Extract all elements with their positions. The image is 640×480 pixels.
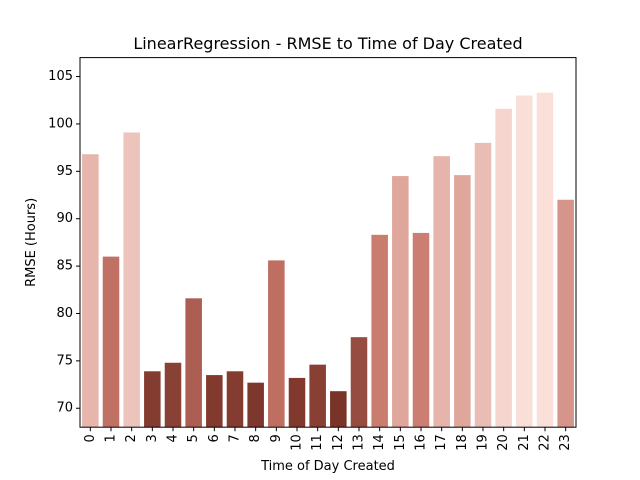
x-tick-label: 7	[228, 434, 243, 442]
bar-18	[454, 175, 471, 428]
x-tick-label: 22	[538, 434, 553, 451]
y-tick-label: 75	[56, 353, 73, 368]
y-tick-label: 70	[56, 401, 73, 416]
x-tick-label: 13	[352, 434, 367, 451]
x-tick-label: 20	[496, 434, 511, 451]
bar-14	[371, 234, 388, 428]
x-axis-label: Time of Day Created	[260, 459, 395, 474]
y-tick-label: 90	[56, 211, 73, 226]
bar-6	[206, 375, 223, 428]
plot-frame	[79, 57, 577, 428]
bar-20	[495, 108, 512, 428]
bar-15	[392, 176, 409, 428]
bar-11	[309, 364, 326, 428]
x-tick-label: 16	[414, 434, 429, 451]
bar-3	[144, 371, 161, 428]
bar-9	[268, 260, 285, 428]
x-tick-label: 6	[207, 434, 222, 442]
x-tick-label: 2	[124, 434, 139, 442]
y-axis-label: RMSE (Hours)	[24, 198, 39, 287]
x-tick-label: 23	[558, 434, 573, 451]
x-tick-label: 9	[269, 434, 284, 442]
bar-2	[123, 132, 140, 428]
x-tick-label: 8	[248, 434, 263, 442]
y-tick-label: 100	[48, 116, 73, 131]
bar-10	[288, 377, 306, 428]
x-axis: 0 1 2 3 4 5 6 7 8 9 10 11 12 13 14 15 16 17 18 19 20 21 22 23	[83, 427, 573, 451]
bar-5	[185, 298, 202, 428]
x-tick-label: 12	[331, 434, 346, 451]
bar-22	[536, 92, 554, 428]
x-tick-label: 1	[104, 434, 119, 442]
x-tick-label: 3	[145, 434, 160, 442]
bars-group	[82, 92, 574, 428]
y-tick-label: 80	[56, 306, 73, 321]
bar-16	[412, 232, 430, 428]
bar-19	[474, 142, 492, 428]
bar-1	[102, 256, 120, 428]
bar-17	[433, 156, 450, 428]
x-tick-label: 11	[310, 434, 325, 451]
x-tick-label: 21	[517, 434, 532, 451]
y-axis: 70 75 80 85 90 95 100 105	[48, 69, 80, 416]
y-tick-label: 85	[56, 259, 73, 274]
x-tick-label: 17	[434, 434, 449, 451]
y-tick-label: 95	[56, 164, 73, 179]
x-tick-label: 10	[290, 434, 305, 451]
chart-title: LinearRegression - RMSE to Time of Day C…	[133, 34, 522, 53]
y-tick-label: 105	[48, 69, 73, 84]
bar-21	[516, 95, 533, 428]
x-tick-label: 4	[166, 434, 181, 442]
x-tick-label: 0	[83, 434, 98, 442]
x-tick-label: 19	[476, 434, 491, 451]
x-tick-label: 15	[393, 434, 408, 451]
x-tick-label: 18	[455, 434, 470, 451]
bar-8	[247, 382, 264, 428]
x-tick-label: 5	[186, 434, 201, 442]
bar-7	[226, 371, 244, 428]
x-tick-label: 14	[372, 434, 387, 451]
bar-13	[350, 337, 368, 428]
bar-4	[164, 362, 182, 428]
bar-23	[557, 199, 574, 428]
bar-12	[330, 391, 347, 428]
bar-0	[82, 154, 99, 428]
